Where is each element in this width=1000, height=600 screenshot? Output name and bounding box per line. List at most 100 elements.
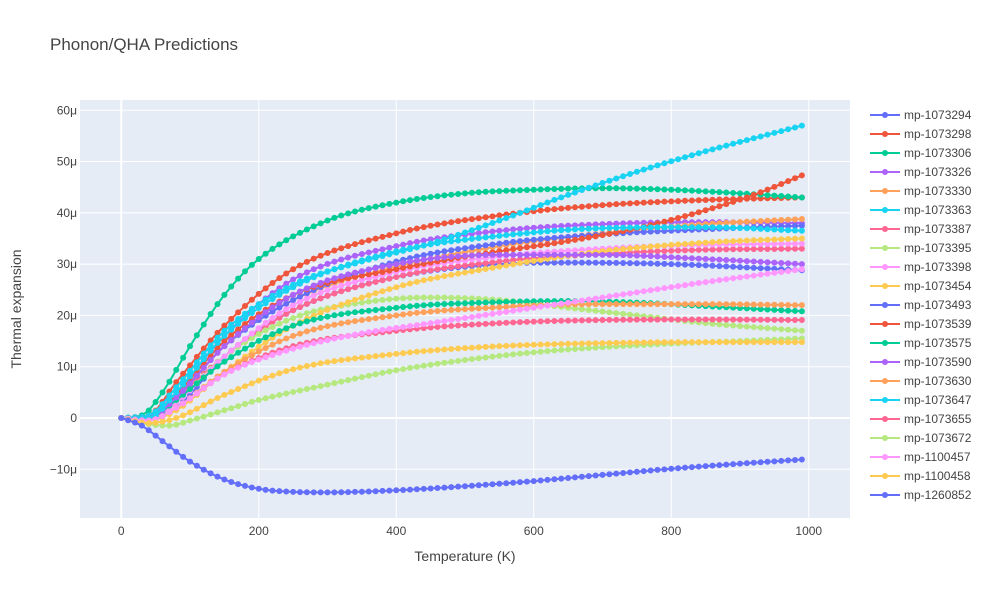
data-point: [338, 320, 345, 327]
legend-label: mp-1100458: [904, 469, 971, 483]
legend-item[interactable]: mp-1073395: [870, 241, 972, 255]
legend-item[interactable]: mp-1073575: [870, 336, 972, 350]
data-point: [578, 306, 585, 313]
data-point: [448, 264, 455, 271]
legend-item[interactable]: mp-1073330: [870, 184, 972, 198]
data-point: [798, 308, 805, 315]
data-point: [455, 300, 462, 307]
data-point: [324, 268, 331, 275]
data-point: [331, 266, 338, 273]
data-point: [297, 303, 303, 310]
legend-item[interactable]: mp-1260852: [870, 488, 972, 502]
data-point: [372, 253, 379, 260]
legend-item[interactable]: mp-1073590: [870, 355, 972, 369]
data-point: [159, 418, 166, 425]
data-point: [778, 245, 785, 252]
data-point: [290, 276, 297, 283]
data-point: [688, 255, 695, 262]
legend-item[interactable]: mp-1073298: [870, 127, 972, 141]
data-point: [207, 368, 214, 375]
data-point: [730, 275, 737, 282]
data-point: [578, 345, 585, 352]
data-point: [407, 323, 413, 330]
legend-item[interactable]: mp-1073398: [870, 260, 972, 274]
data-point: [606, 259, 613, 266]
legend-item[interactable]: mp-1073539: [870, 317, 972, 331]
data-point: [221, 371, 228, 378]
data-point: [695, 209, 702, 216]
data-point: [290, 332, 297, 339]
data-point: [283, 335, 290, 342]
legend-label: mp-1073395: [904, 241, 972, 255]
legend-item[interactable]: mp-1073630: [870, 374, 972, 388]
data-point: [792, 316, 798, 323]
data-point: [345, 261, 352, 268]
legend-item[interactable]: mp-1100458: [870, 469, 971, 483]
data-point: [620, 470, 627, 477]
data-point: [400, 198, 407, 205]
data-point: [785, 457, 792, 464]
data-point: [297, 288, 303, 295]
data-point: [434, 266, 441, 273]
data-point: [283, 287, 290, 294]
legend-item[interactable]: mp-1073326: [870, 165, 972, 179]
legend-item[interactable]: mp-1073454: [870, 279, 972, 293]
data-point: [283, 390, 290, 397]
data-point: [785, 326, 792, 333]
data-point: [558, 251, 565, 258]
data-point: [764, 186, 771, 193]
data-point: [475, 482, 482, 489]
data-point: [723, 257, 730, 264]
data-point: [262, 319, 269, 326]
data-point: [290, 345, 297, 352]
data-point: [407, 197, 413, 204]
data-point: [386, 313, 393, 320]
data-point: [235, 349, 242, 356]
legend-item[interactable]: mp-1073294: [870, 108, 972, 122]
data-point: [682, 213, 688, 220]
data-point: [517, 260, 523, 267]
legend-item[interactable]: mp-1073306: [870, 146, 972, 160]
data-point: [283, 280, 290, 287]
data-point: [503, 342, 510, 349]
data-point: [654, 242, 661, 249]
data-point: [214, 301, 221, 308]
y-tick-label: 20μ: [57, 308, 77, 322]
data-point: [303, 300, 310, 307]
legend-dot-marker: [882, 188, 888, 194]
legend-item[interactable]: mp-1100457: [870, 450, 971, 464]
data-point: [771, 245, 778, 252]
legend-item[interactable]: mp-1073387: [870, 222, 972, 236]
data-point: [702, 197, 709, 204]
data-point: [297, 489, 303, 496]
data-point: [441, 301, 448, 308]
legend-item[interactable]: mp-1073647: [870, 393, 972, 407]
data-point: [716, 339, 723, 346]
data-point: [358, 330, 365, 337]
legend-item[interactable]: mp-1073363: [870, 203, 972, 217]
data-point: [530, 341, 537, 348]
data-point: [434, 274, 441, 281]
legend-item[interactable]: mp-1073672: [870, 431, 972, 445]
data-point: [798, 245, 805, 252]
data-point: [730, 263, 737, 270]
data-point: [475, 230, 482, 237]
data-point: [798, 456, 805, 463]
legend-item[interactable]: mp-1073655: [870, 412, 972, 426]
data-point: [530, 298, 537, 305]
data-point: [434, 254, 441, 261]
data-point: [317, 289, 324, 296]
data-point: [682, 197, 688, 204]
data-point: [448, 238, 455, 245]
data-point: [427, 347, 434, 354]
data-point: [627, 171, 633, 177]
data-point: [551, 196, 558, 203]
data-point: [730, 224, 737, 231]
data-point: [475, 305, 482, 312]
data-point: [592, 295, 599, 302]
legend-item[interactable]: mp-1073493: [870, 298, 972, 312]
data-point: [558, 223, 565, 230]
data-point: [214, 329, 221, 336]
data-point: [482, 252, 489, 259]
data-point: [627, 245, 633, 252]
